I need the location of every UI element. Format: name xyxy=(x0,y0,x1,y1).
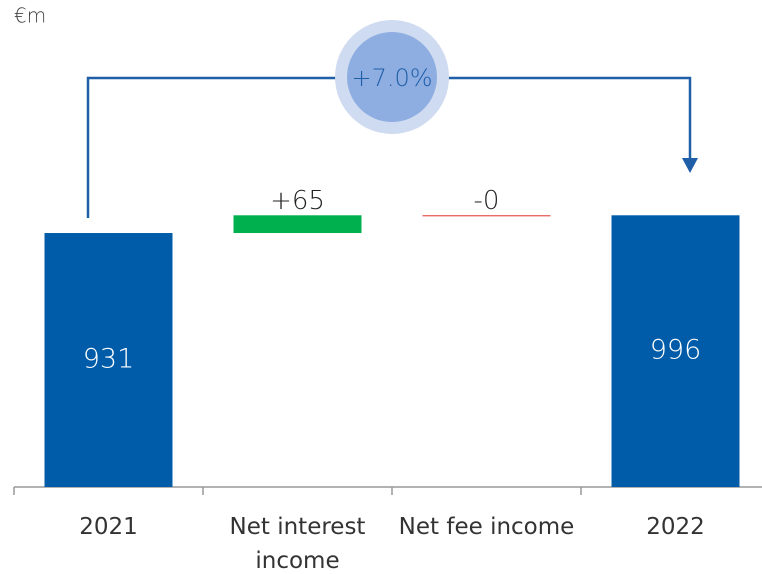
growth-annotation: +7.0% xyxy=(351,64,432,92)
bar xyxy=(233,215,362,234)
value-label: 996 xyxy=(650,335,702,366)
bar xyxy=(422,215,551,217)
value-label: +65 xyxy=(270,186,325,216)
x-tick-label: Net fee income xyxy=(398,514,575,540)
x-tick-label: Net interest income xyxy=(229,514,366,574)
badge-inner xyxy=(347,32,437,122)
unit-label: €m xyxy=(14,4,46,28)
value-label: 931 xyxy=(83,344,135,375)
bar xyxy=(44,233,173,487)
x-tick-label: 2021 xyxy=(79,514,138,540)
x-tick-label: 2022 xyxy=(646,514,705,540)
arrow-head xyxy=(682,158,698,173)
bar xyxy=(611,215,740,487)
value-label: -0 xyxy=(474,186,500,216)
